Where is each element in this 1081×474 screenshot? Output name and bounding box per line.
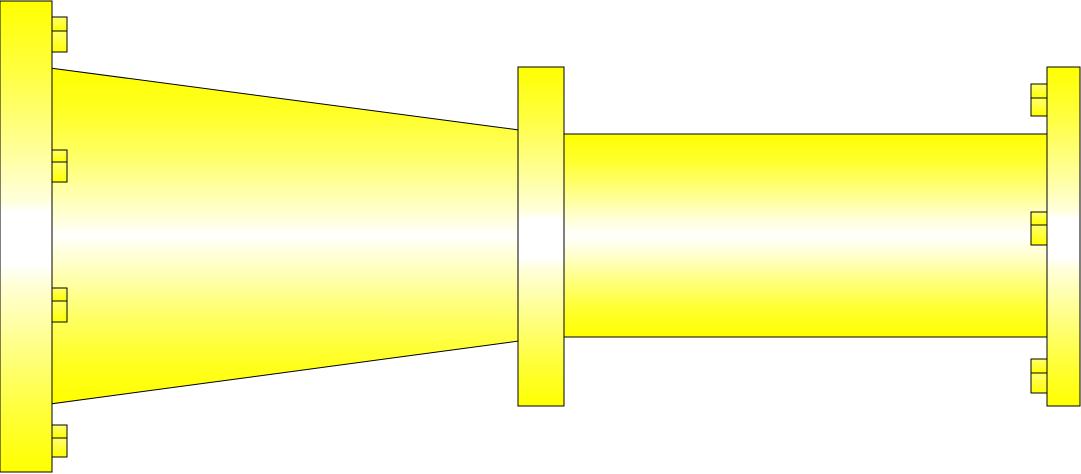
bolt-nut	[1030, 97, 1048, 117]
bolt-nut	[51, 300, 68, 323]
bolt-head	[1030, 211, 1048, 226]
straight-pipe	[562, 133, 1050, 338]
left-flange	[0, 0, 53, 473]
left-flange-bolts	[51, 16, 68, 458]
bolt-nut	[51, 437, 68, 458]
bolt-head	[1030, 83, 1048, 99]
bolt-nut	[51, 30, 68, 53]
bolt-head	[51, 149, 68, 163]
bolt-nut	[1030, 224, 1048, 246]
right-flange	[1046, 66, 1081, 407]
bolt-head	[51, 287, 68, 302]
conical-reducer	[49, 67, 520, 405]
bolt-nut	[1030, 372, 1048, 394]
bolt-head	[51, 424, 68, 439]
bolt-nut	[51, 161, 68, 183]
bolt-head	[51, 16, 68, 32]
middle-flange	[517, 66, 565, 407]
right-flange-bolts	[1030, 83, 1048, 394]
bolt-head	[1030, 358, 1048, 374]
